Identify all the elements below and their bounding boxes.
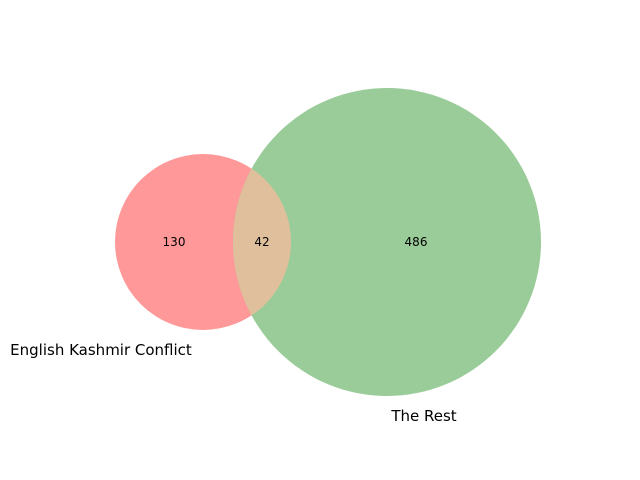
set-label-the-rest: The Rest: [390, 407, 456, 425]
count-english-kashmir-conflict-only: 130: [163, 235, 186, 249]
set-label-english-kashmir-conflict: English Kashmir Conflict: [10, 341, 192, 359]
count-the-rest-only: 486: [405, 235, 428, 249]
count-intersection: 42: [254, 235, 269, 249]
set-circle-the-rest: [233, 88, 541, 396]
